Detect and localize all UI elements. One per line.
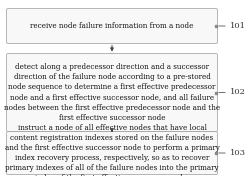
Text: 103: 103 (230, 149, 246, 157)
FancyBboxPatch shape (6, 8, 218, 43)
Text: receive node failure information from a node: receive node failure information from a … (30, 22, 194, 30)
FancyBboxPatch shape (6, 131, 218, 174)
Text: detect along a predecessor direction and a successor
direction of the failure no: detect along a predecessor direction and… (4, 63, 220, 122)
Text: 102: 102 (230, 89, 246, 96)
Text: 101: 101 (230, 22, 246, 30)
Text: instruct a node of all effective nodes that have local
content registration inde: instruct a node of all effective nodes t… (4, 124, 220, 176)
FancyBboxPatch shape (6, 54, 218, 131)
